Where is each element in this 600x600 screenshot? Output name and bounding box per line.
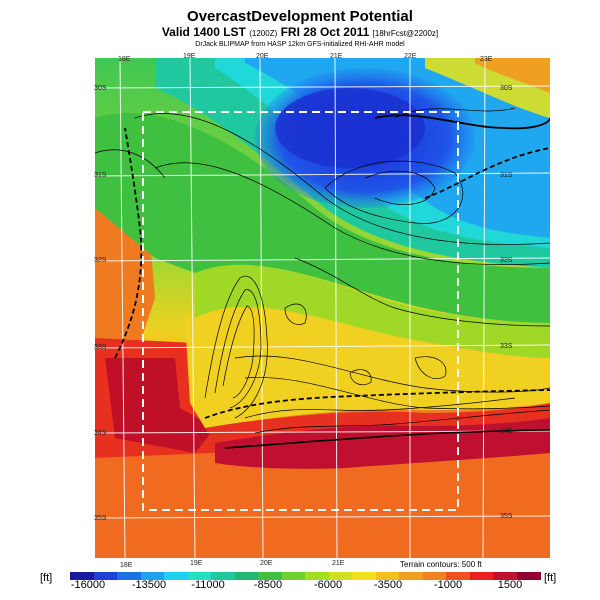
- lat-label-left: 32S: [94, 257, 107, 264]
- colorbar-swatch: [93, 572, 118, 580]
- overcast-potential-map: [95, 58, 550, 558]
- lat-label-left: 33S: [94, 344, 107, 351]
- colorbar-swatch: [211, 572, 235, 580]
- colorbar-tick-label: -13500: [131, 579, 167, 591]
- lat-label-right: 33S: [500, 343, 513, 350]
- colorbar-swatch: [164, 572, 188, 580]
- lon-label-top: 21E: [330, 53, 343, 60]
- source-line: DrJack BLIPMAP from HASP 12km GFS-initia…: [195, 41, 405, 48]
- colorbar-tick-label: -3500: [373, 579, 403, 591]
- colorbar-swatch: [399, 572, 423, 580]
- colorbar-swatch: [117, 572, 141, 580]
- valid-date: FRI 28 Oct 2011: [280, 25, 370, 39]
- terrain-contours: [95, 107, 550, 434]
- valid-time-line: Valid 1400 LST (1200Z) FRI 28 Oct 2011 […: [0, 25, 600, 39]
- lat-label-right: 32S: [500, 257, 513, 264]
- colorbar-swatch: [493, 572, 517, 580]
- colorbar-swatch: [375, 572, 400, 580]
- colorbar-swatch: [70, 572, 94, 580]
- thick-contour: [374, 114, 550, 130]
- lon-label-top: 20E: [256, 53, 269, 60]
- colorbar-swatch: [516, 572, 541, 580]
- colorbar-tick-label: -16000: [70, 579, 106, 591]
- lat-label-left: 31S: [94, 172, 107, 179]
- colorbar-tick-label: -8500: [253, 579, 283, 591]
- utc-time: (1200Z): [249, 29, 278, 38]
- chart-title: OvercastDevelopment Potential: [187, 8, 413, 25]
- lat-label-right: 35S: [500, 513, 513, 520]
- colorbar-swatch: [140, 572, 165, 580]
- lat-label-left: 30S: [94, 85, 107, 92]
- colorbar-unit-right: [ft]: [544, 572, 557, 584]
- valid-time: Valid 1400 LST: [161, 25, 246, 39]
- colorbar-swatch: [234, 572, 259, 580]
- lat-label-left: 35S: [94, 515, 107, 522]
- lon-label-bottom: 21E: [332, 560, 345, 567]
- colorbar-swatch: [281, 572, 306, 580]
- colorbar-swatch: [258, 572, 282, 580]
- lon-label-bottom: 20E: [260, 560, 273, 567]
- lat-label-right: 31S: [500, 172, 513, 179]
- colorbar-tick-label: 1500: [497, 579, 523, 591]
- colorbar-swatch: [328, 572, 353, 580]
- lon-label-top: 19E: [183, 53, 196, 60]
- colorbar-unit-left: [ft]: [40, 572, 53, 584]
- colorbar-swatch: [469, 572, 494, 580]
- lat-lon-grid: [95, 58, 550, 558]
- lon-label-top: 22E: [404, 53, 417, 60]
- lon-label-top: 23E: [480, 56, 493, 63]
- boundary-lines: [114, 127, 550, 419]
- forecast-hour: [18hrFcst@2200z]: [372, 29, 439, 38]
- colorbar-swatch: [446, 572, 470, 580]
- lon-label-bottom: 18E: [120, 562, 133, 569]
- contour-note: Terrain contours: 500 ft: [400, 560, 482, 569]
- colorbar-swatch: [422, 572, 447, 580]
- inner-domain-box: [142, 111, 459, 511]
- colorbar-tick-label: -6000: [313, 579, 343, 591]
- lon-label-top: 18E: [118, 56, 131, 63]
- colorbar-tick-label: -1000: [433, 579, 463, 591]
- colorbar: [70, 572, 541, 580]
- lat-label-left: 34S: [94, 430, 107, 437]
- colorbar-tick-label: -11000: [191, 579, 225, 591]
- colorbar-swatch: [305, 572, 329, 580]
- lon-label-bottom: 19E: [190, 560, 203, 567]
- coastline: [224, 429, 550, 449]
- lat-label-right: 34S: [500, 428, 513, 435]
- lat-label-right: 30S: [500, 85, 513, 92]
- colorbar-swatch: [187, 572, 212, 580]
- colorbar-swatch: [352, 572, 376, 580]
